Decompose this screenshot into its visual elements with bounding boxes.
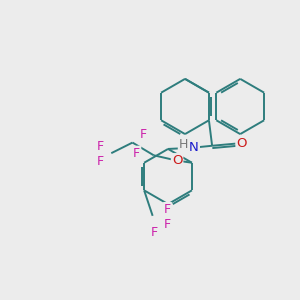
Text: F: F [164,203,171,216]
Text: F: F [97,140,104,153]
Text: F: F [164,218,171,231]
Text: N: N [189,141,199,154]
Text: H: H [179,138,188,151]
Text: F: F [97,155,104,168]
Text: F: F [133,147,140,160]
Text: O: O [172,154,182,167]
Text: F: F [140,128,147,141]
Text: F: F [151,226,158,239]
Text: O: O [237,137,247,150]
